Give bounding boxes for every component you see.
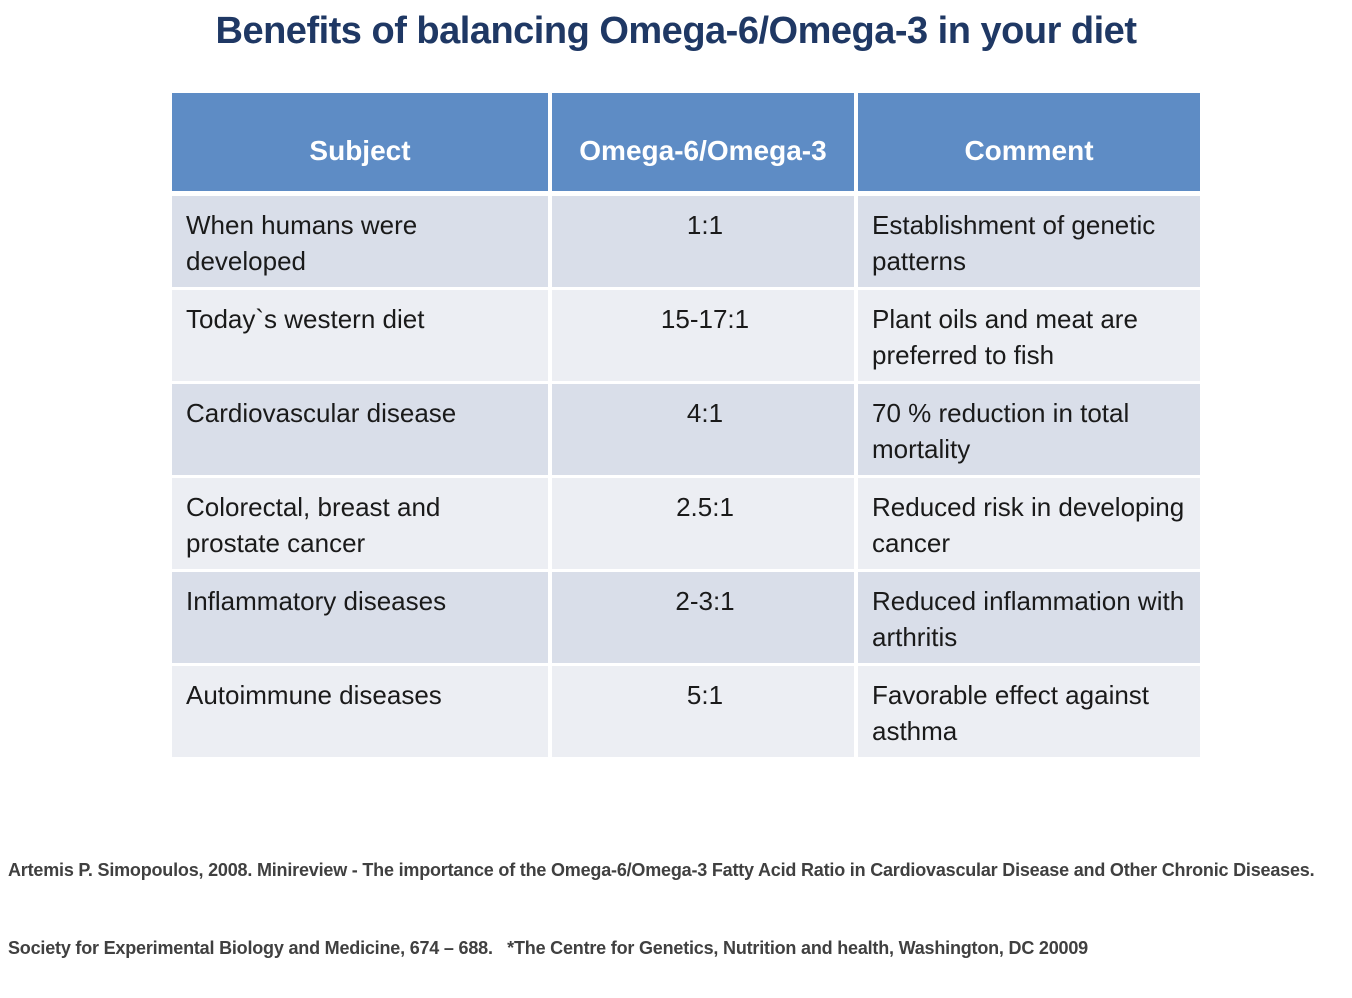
subject-cell: Autoimmune diseases [172,666,552,757]
ratio-cell: 4:1 [552,384,858,478]
table-row: When humans were developed 1:1 Establish… [172,196,1200,290]
subject-cell: Cardiovascular disease [172,384,552,478]
ratio-cell: 15-17:1 [552,290,858,384]
comment-cell: 70 % reduction in total mortality [858,384,1200,478]
subject-cell: Today`s western diet [172,290,552,384]
table-row: Today`s western diet 15-17:1 Plant oils … [172,290,1200,384]
table-row: Inflammatory diseases 2-3:1 Reduced infl… [172,572,1200,666]
ratio-cell: 5:1 [552,666,858,757]
table-row: Colorectal, breast and prostate cancer 2… [172,478,1200,572]
column-header-subject: Subject [172,93,552,196]
subject-cell: Colorectal, breast and prostate cancer [172,478,552,572]
comment-cell: Reduced inflammation with arthritis [858,572,1200,666]
comment-cell: Favorable effect against asthma [858,666,1200,757]
comment-cell: Establishment of genetic patterns [858,196,1200,290]
comment-cell: Reduced risk in developing cancer [858,478,1200,572]
subject-cell: Inflammatory diseases [172,572,552,666]
table-row: Autoimmune diseases 5:1 Favorable effect… [172,666,1200,757]
table-row: Cardiovascular disease 4:1 70 % reductio… [172,384,1200,478]
column-header-ratio: Omega-6/Omega-3 [552,93,858,196]
omega-ratio-table: Subject Omega-6/Omega-3 Comment When hum… [172,93,1200,757]
table-header-row: Subject Omega-6/Omega-3 Comment [172,93,1200,196]
citation-footer: Artemis P. Simopoulos, 2008. Minireview … [8,805,1348,987]
ratio-cell: 2.5:1 [552,478,858,572]
ratio-cell: 2-3:1 [552,572,858,666]
column-header-comment: Comment [858,93,1200,196]
subject-cell: When humans were developed [172,196,552,290]
citation-line-2: Society for Experimental Biology and Med… [8,938,1088,958]
page-title: Benefits of balancing Omega-6/Omega-3 in… [215,10,1137,52]
comment-cell: Plant oils and meat are preferred to fis… [858,290,1200,384]
citation-line-1: Artemis P. Simopoulos, 2008. Minireview … [8,860,1315,880]
ratio-cell: 1:1 [552,196,858,290]
